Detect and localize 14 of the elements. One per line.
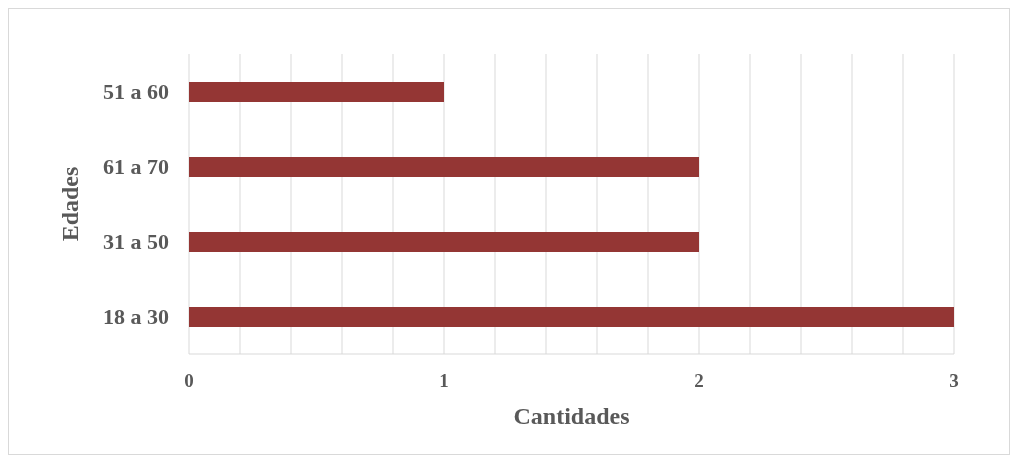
bar (189, 82, 444, 102)
x-tick-label: 1 (439, 370, 449, 392)
y-tick-label: 51 a 60 (103, 79, 169, 105)
x-axis-title: Cantidades (513, 403, 630, 429)
y-axis-title: Edades (56, 166, 83, 242)
x-tick-label: 0 (184, 370, 194, 392)
y-tick-label: 31 a 50 (103, 229, 169, 255)
x-tick-label: 3 (949, 370, 959, 392)
x-tick-label: 2 (694, 370, 704, 392)
y-tick-label: 18 a 30 (103, 304, 169, 330)
bar (189, 232, 699, 252)
y-tick-label: 61 a 70 (103, 154, 169, 180)
bar (189, 307, 954, 327)
bar (189, 157, 699, 177)
